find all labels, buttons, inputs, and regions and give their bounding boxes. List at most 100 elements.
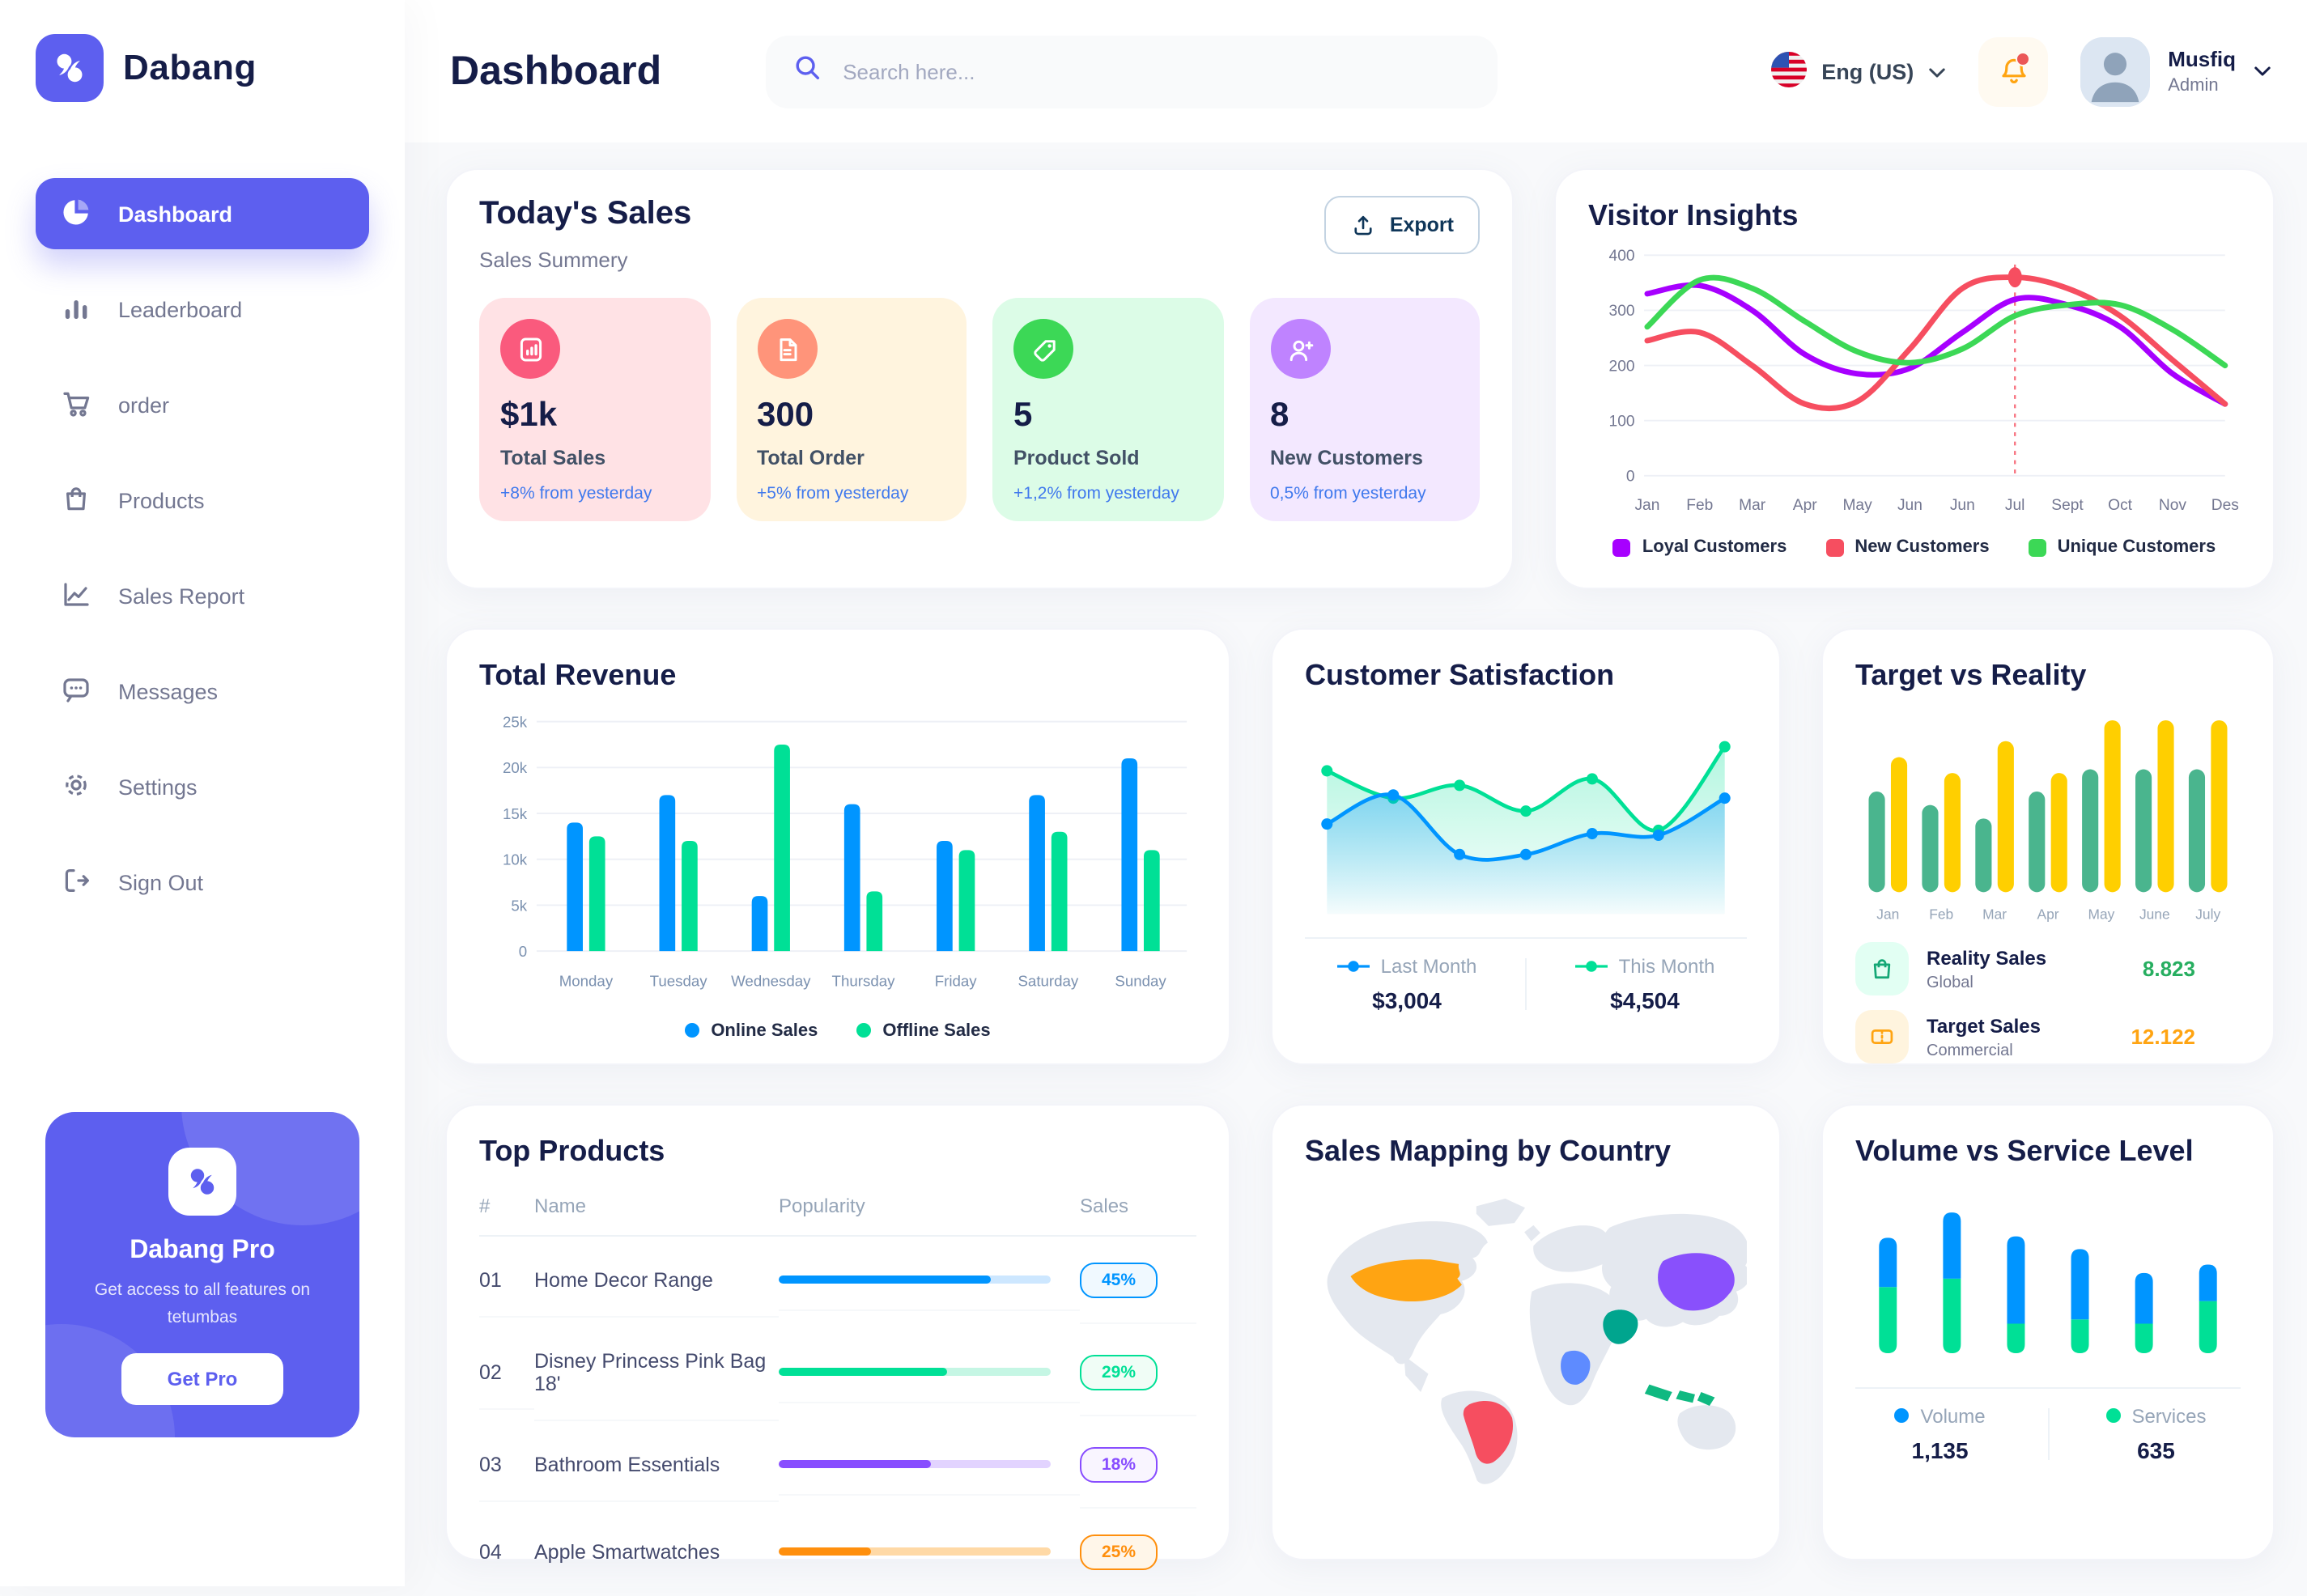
stat-trend: 0,5% from yesterday (1270, 484, 1426, 503)
top-products-title: Top Products (479, 1135, 665, 1167)
product-name: Home Decor Range (534, 1243, 779, 1318)
volume-vs-service-card: Volume vs Service Level Volume 1,135 Ser… (1821, 1104, 2275, 1560)
chevron-down-icon (2254, 57, 2271, 86)
legend-label: New Customers (1855, 537, 1990, 558)
last-month-value: $3,004 (1372, 987, 1442, 1012)
pro-upgrade-card: Dabang Pro Get access to all features on… (45, 1112, 359, 1437)
target-vs-reality-chart: Jan Feb Mar Apr May June July (1855, 702, 2241, 927)
visitor-insights-title: Visitor Insights (1588, 199, 1799, 231)
sidebar-nav: Dashboard Leaderboard order Products Sal… (0, 178, 405, 918)
sidebar-item-products[interactable]: Products (36, 465, 369, 536)
reality-sales-row: Reality Sales Global 8.823 (1855, 942, 2241, 996)
svg-text:Apr: Apr (2037, 906, 2058, 922)
target-sales-label: Target Sales (1927, 1014, 2041, 1038)
ticket-icon (1855, 1010, 1909, 1064)
volume-swatch (1894, 1408, 1910, 1424)
svg-text:Jun: Jun (1897, 497, 1922, 514)
stat-card-product-sold: 5 Product Sold +1,2% from yesterday (992, 298, 1223, 521)
svg-text:300: 300 (1609, 303, 1635, 320)
user-plus-stat-icon (1270, 319, 1330, 379)
divider (1525, 957, 1527, 1009)
sidebar-item-settings[interactable]: Settings (36, 751, 369, 822)
todays-sales-card: Today's Sales Sales Summery Export (445, 168, 1514, 589)
svg-text:Friday: Friday (935, 972, 978, 989)
loyal-customers-swatch (1612, 538, 1631, 557)
sidebar-item-leaderboard[interactable]: Leaderboard (36, 274, 369, 345)
divider (1855, 1386, 2241, 1389)
search-bar (765, 35, 1498, 108)
order-stat-icon (757, 319, 817, 379)
sidebar-item-sign-out[interactable]: Sign Out (36, 847, 369, 918)
notifications-button[interactable] (1978, 36, 2049, 106)
customer-satisfaction-card: Customer Satisfaction Last Month $3,004 … (1271, 628, 1781, 1065)
svg-text:June: June (2139, 906, 2170, 922)
svg-text:Sunday: Sunday (1115, 972, 1166, 989)
svg-text:10k: 10k (503, 851, 528, 868)
product-name: Bathroom Essentials (534, 1428, 779, 1502)
line-chart-icon (60, 577, 92, 614)
this-month-marker (1574, 954, 1608, 977)
visitor-insights-legend: Loyal Customers New Customers Unique Cus… (1588, 538, 2241, 558)
column-header-rank: # (479, 1178, 534, 1237)
search-icon (791, 52, 822, 91)
user-profile[interactable]: Musfiq Admin (2080, 36, 2271, 106)
target-vs-reality-card: Target vs Reality Jan Feb Mar Apr May June Jul… (1821, 628, 2275, 1065)
sidebar-item-label: order (118, 393, 170, 417)
svg-text:Tuesday: Tuesday (650, 972, 708, 989)
sidebar-item-order[interactable]: order (36, 369, 369, 440)
pro-title: Dabang Pro (130, 1237, 275, 1265)
total-revenue-card: Total Revenue 0 5k 10k 15k 20k 25k Monday Tuesd… (445, 628, 1230, 1065)
sign-out-icon (60, 864, 92, 901)
brand-logo-icon (36, 34, 104, 102)
column-header-popularity: Popularity (779, 1178, 1080, 1237)
visitor-insights-card: Visitor Insights 0 100 200 300 400 Jan Feb Mar A… (1554, 168, 2275, 589)
divider (1305, 936, 1747, 938)
svg-text:100: 100 (1609, 413, 1635, 430)
reality-sales-label: Reality Sales (1927, 946, 2047, 970)
bag-icon (1855, 942, 1909, 996)
stat-value: 5 (1013, 397, 1033, 434)
sales-mapping-title: Sales Mapping by Country (1305, 1135, 1672, 1167)
user-role: Admin (2168, 76, 2219, 96)
svg-text:Apr: Apr (1793, 497, 1817, 514)
product-sales-badge: 18% (1080, 1421, 1196, 1509)
unique-customers-swatch (2028, 538, 2046, 557)
get-pro-button[interactable]: Get Pro (121, 1353, 283, 1405)
search-input[interactable] (839, 57, 1472, 85)
language-selector[interactable]: Eng (US) (1771, 51, 1946, 91)
target-sales-scope: Commercial (1927, 1042, 2013, 1060)
legend-label: Volume (1920, 1404, 1986, 1428)
column-header-name: Name (534, 1178, 779, 1237)
reality-sales-scope: Global (1927, 974, 1973, 992)
customer-satisfaction-legend: Last Month $3,004 This Month $4,504 (1305, 954, 1747, 1012)
legend-label: Last Month (1380, 954, 1477, 977)
product-rank: 02 (479, 1335, 534, 1410)
offline-sales-swatch (856, 1023, 872, 1038)
customer-satisfaction-chart (1305, 702, 1747, 923)
svg-text:0: 0 (1626, 469, 1635, 486)
svg-text:Jan: Jan (1876, 906, 1899, 922)
svg-text:Des: Des (2211, 497, 2239, 514)
stat-cards: $1k Total Sales +8% from yesterday 300 T… (479, 298, 1480, 521)
export-button[interactable]: Export (1324, 196, 1480, 254)
svg-text:May: May (1842, 497, 1872, 514)
cart-icon (60, 386, 92, 423)
sidebar-item-label: Sign Out (118, 870, 204, 894)
total-revenue-title: Total Revenue (479, 659, 677, 691)
sidebar-item-dashboard[interactable]: Dashboard (36, 178, 369, 249)
sidebar-item-messages[interactable]: Messages (36, 656, 369, 727)
legend-label: Online Sales (711, 1021, 818, 1041)
bell-icon (2001, 58, 2025, 84)
stat-card-new-customers: 8 New Customers 0,5% from yesterday (1249, 298, 1480, 521)
sidebar-item-label: Settings (118, 775, 198, 799)
online-sales-swatch (685, 1023, 700, 1038)
svg-text:May: May (2088, 906, 2114, 922)
top-products-table: # Name Popularity Sales 01 Home Decor Ra… (479, 1178, 1196, 1596)
stat-trend: +8% from yesterday (500, 484, 652, 503)
sales-mapping-card: Sales Mapping by Country (1271, 1104, 1781, 1560)
sidebar-item-sales-report[interactable]: Sales Report (36, 560, 369, 631)
export-icon (1355, 215, 1373, 236)
export-label: Export (1389, 214, 1454, 236)
divider (2047, 1407, 2049, 1460)
